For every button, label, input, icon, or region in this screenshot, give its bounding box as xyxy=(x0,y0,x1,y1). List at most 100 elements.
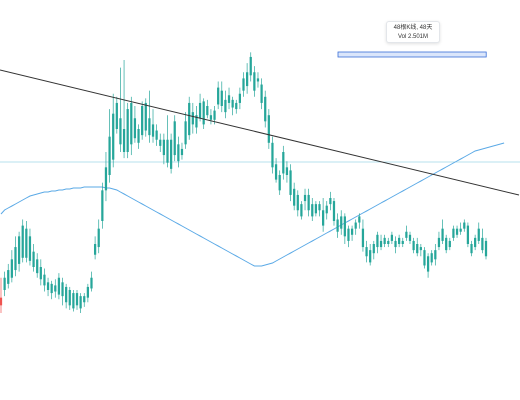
candle-body xyxy=(137,129,140,143)
candle-body xyxy=(21,225,24,258)
candle-body xyxy=(68,290,71,306)
candle-body xyxy=(300,204,303,217)
candle-body xyxy=(260,84,263,103)
candle-body xyxy=(83,296,86,303)
candle-body xyxy=(238,93,242,103)
candle-body xyxy=(463,222,466,229)
candle-body xyxy=(79,296,82,309)
candle-body xyxy=(419,247,422,251)
candle-body xyxy=(412,240,415,251)
candle-body xyxy=(130,102,133,145)
candle-body xyxy=(220,90,223,106)
candle-body xyxy=(408,234,412,241)
candle-body xyxy=(416,244,419,254)
candle-body xyxy=(97,228,100,248)
candle-body xyxy=(271,142,274,168)
candle-body xyxy=(459,228,462,232)
candle-body xyxy=(104,167,108,191)
candle-body xyxy=(28,236,32,261)
candle-body xyxy=(329,198,332,205)
candle-body xyxy=(452,228,455,238)
candle-body xyxy=(354,222,357,229)
candle-body xyxy=(206,106,209,116)
candle-body xyxy=(61,282,64,297)
candle-body xyxy=(249,56,252,76)
candle-body xyxy=(166,139,169,163)
candle-body xyxy=(322,210,325,226)
candle-body xyxy=(474,237,477,248)
candle-body xyxy=(32,251,35,267)
candle-body xyxy=(307,194,310,211)
candle-body xyxy=(169,139,173,169)
candle-body xyxy=(184,121,187,145)
candle-body xyxy=(3,277,6,290)
candle-body xyxy=(43,274,46,286)
candle-body xyxy=(289,170,292,195)
candle-body xyxy=(387,240,390,244)
candle-body xyxy=(25,228,28,258)
tooltip-title: 48根K线, 48天 xyxy=(393,25,433,31)
candle-body xyxy=(133,118,137,139)
trend-line xyxy=(0,69,520,196)
candle-body xyxy=(466,225,470,244)
candle-body xyxy=(434,250,437,260)
candle-body xyxy=(7,270,10,284)
candle-body xyxy=(318,204,321,211)
candle-body xyxy=(54,285,57,292)
candle-body xyxy=(484,240,488,257)
candle-body xyxy=(285,167,289,175)
candle-body xyxy=(162,139,165,156)
candle-body xyxy=(224,99,227,113)
candle-body xyxy=(198,102,202,119)
candle-body xyxy=(242,78,245,91)
candle-body xyxy=(426,256,430,272)
candle-body xyxy=(115,102,118,129)
candle-body xyxy=(195,115,198,128)
candle-body xyxy=(477,228,480,241)
candle-body xyxy=(398,237,401,244)
candle-body xyxy=(90,277,93,289)
candle-body xyxy=(340,216,343,229)
candle-body xyxy=(0,297,3,306)
candle-body xyxy=(151,124,155,137)
candle-body xyxy=(93,244,97,255)
candle-body xyxy=(65,286,68,303)
candle-body xyxy=(448,240,451,248)
tooltip-volume: Vol 2.501M xyxy=(397,34,429,40)
candle-body xyxy=(86,286,89,298)
candle-body xyxy=(314,204,318,214)
candle-body xyxy=(303,194,307,202)
candle-body xyxy=(231,99,234,108)
candle-body xyxy=(14,247,17,271)
candle-body xyxy=(311,204,314,217)
candle-body xyxy=(217,87,220,105)
candle-body xyxy=(75,293,79,306)
candle-body xyxy=(119,118,122,145)
candle-body xyxy=(336,219,339,232)
candle-body xyxy=(405,231,408,238)
candle-body xyxy=(202,101,205,125)
candle-body xyxy=(10,259,13,278)
candle-body xyxy=(282,152,285,174)
candle-body xyxy=(148,118,151,136)
candle-body xyxy=(358,216,361,223)
candle-body xyxy=(188,102,191,136)
candle-body xyxy=(155,130,158,140)
candle-body xyxy=(144,102,147,131)
candle-body xyxy=(325,205,328,214)
candle-body xyxy=(57,277,61,295)
candle-body xyxy=(274,164,278,180)
candle-body xyxy=(245,72,249,87)
candle-body xyxy=(350,228,354,235)
candle-body xyxy=(253,72,256,91)
candle-body xyxy=(122,129,126,152)
candle-body xyxy=(437,237,441,248)
candle-body xyxy=(293,188,296,206)
candle-body xyxy=(332,201,336,221)
candle-body xyxy=(390,234,394,241)
candle-body xyxy=(50,283,53,294)
candle-body xyxy=(126,109,129,152)
candle-body xyxy=(256,78,260,82)
candle-body xyxy=(470,244,473,254)
